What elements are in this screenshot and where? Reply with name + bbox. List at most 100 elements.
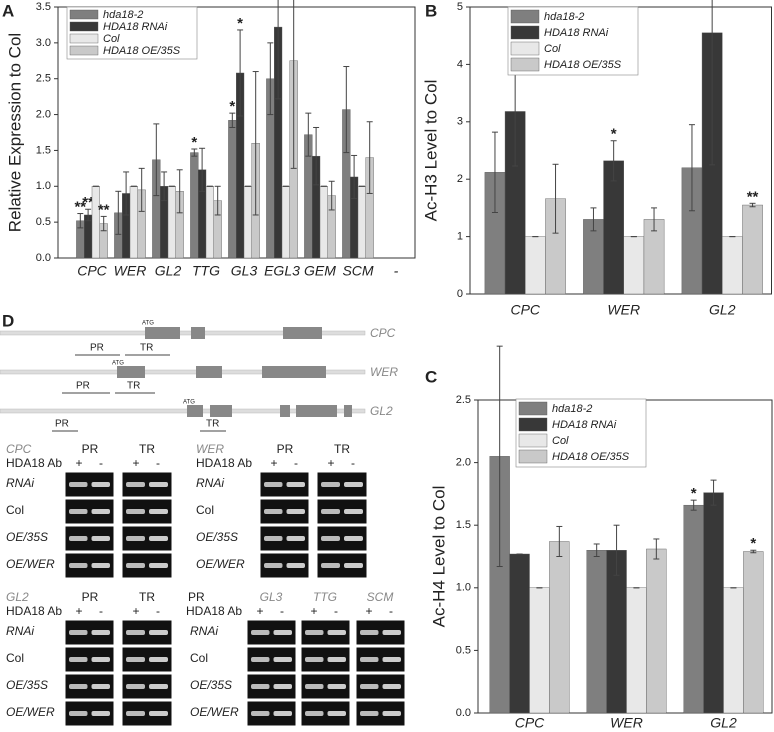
region: PR	[82, 442, 99, 456]
gel-band	[327, 711, 346, 716]
gel-band	[69, 630, 88, 635]
legend-label: hda18-2	[552, 403, 592, 415]
gel-band	[69, 657, 88, 662]
y-axis-label: Ac-H3 Level to Col	[421, 80, 440, 222]
gel-band	[344, 482, 363, 487]
significance: *	[229, 98, 235, 115]
x-tick-label: TTG	[192, 263, 220, 279]
gel-band	[344, 509, 363, 514]
antibody: HDA18 Ab	[6, 604, 62, 618]
gel-band	[327, 630, 346, 635]
region: TR	[139, 442, 155, 456]
y-tick-label: 5	[457, 1, 463, 13]
x-tick-label: EGL3	[264, 263, 300, 279]
legend-swatch	[69, 21, 99, 32]
bar	[190, 152, 199, 259]
row-label: OE/WER	[6, 557, 55, 571]
y-tick-label: 2.5	[36, 73, 51, 85]
gel-band	[69, 563, 88, 568]
gel-band	[273, 711, 292, 716]
significance: *	[611, 126, 617, 143]
row-label: OE/WER	[190, 705, 239, 719]
gel-band	[264, 482, 283, 487]
bar	[357, 186, 366, 259]
bar	[529, 587, 550, 714]
gel-band	[69, 482, 88, 487]
gel-band	[69, 711, 88, 716]
gel-band	[91, 711, 110, 716]
row-label: Col	[6, 651, 24, 665]
y-tick-label: 1.0	[36, 180, 51, 192]
sign: -	[99, 604, 103, 618]
sign: -	[351, 456, 355, 470]
y-axis-label: Ac-H4 Level to Col	[429, 486, 448, 628]
gene-name: GL3	[260, 590, 283, 604]
bar	[228, 120, 237, 259]
gel-band	[286, 563, 305, 568]
gel-band	[91, 563, 110, 568]
legend-label: hda18-2	[103, 9, 143, 21]
bar	[91, 186, 100, 259]
gel-band	[321, 536, 340, 541]
gel-band	[382, 630, 401, 635]
y-tick-label: 3	[457, 116, 463, 128]
gel-band	[273, 630, 292, 635]
region: PR	[55, 419, 69, 430]
y-tick-label: 1.5	[456, 519, 471, 531]
panel-label: B	[425, 1, 437, 20]
legend-label: Col	[544, 43, 561, 55]
gel-band	[126, 509, 145, 514]
sign: -	[334, 604, 338, 618]
gene-name: SCM	[367, 590, 394, 604]
gel-band	[251, 630, 270, 635]
gel-band	[360, 684, 379, 689]
y-tick-label: 4	[457, 58, 463, 70]
significance: *	[191, 134, 197, 151]
gel-band	[251, 684, 270, 689]
legend-label: HDA18 RNAi	[552, 419, 617, 431]
legend-swatch	[518, 449, 548, 464]
x-tick-label: -	[394, 263, 399, 279]
x-tick-label: CPC	[77, 263, 107, 279]
atg: ATG	[142, 321, 154, 327]
sign: +	[256, 604, 263, 618]
y-tick-label: 0.0	[36, 252, 51, 264]
bar	[586, 550, 607, 714]
significance: **	[98, 201, 110, 218]
region: TR	[206, 419, 219, 430]
bar	[723, 587, 744, 714]
panel-label: A	[2, 1, 14, 20]
bar	[549, 541, 570, 714]
gene-name: CPC	[370, 326, 396, 340]
gel-band	[69, 509, 88, 514]
x-tick-label: GL3	[231, 263, 258, 279]
x-tick-label: GEM	[304, 263, 336, 279]
x-tick-label: SCM	[342, 263, 373, 279]
sign: +	[365, 604, 372, 618]
y-tick-label: 3.0	[36, 37, 51, 49]
gel-band	[69, 536, 88, 541]
bar	[509, 553, 530, 714]
gel-band	[91, 630, 110, 635]
legend-label: HDA18 RNAi	[544, 27, 609, 39]
gene-name: WER	[196, 442, 224, 456]
gel-band	[149, 684, 168, 689]
gel-band	[126, 711, 145, 716]
significance: **	[82, 194, 94, 211]
gel-band	[305, 684, 324, 689]
gel-band	[382, 657, 401, 662]
sign: +	[75, 604, 82, 618]
gel-band	[273, 657, 292, 662]
row-label: OE/35S	[6, 530, 48, 544]
bar	[683, 504, 704, 714]
gel-band	[264, 509, 283, 514]
gene-name: GL2	[370, 404, 393, 418]
gel-band	[382, 711, 401, 716]
gel-band	[360, 657, 379, 662]
gel-panel: D ATG CPC PR TR ATG WER PR TR ATG GL2 PR…	[0, 311, 398, 432]
panel-label: D	[2, 311, 14, 330]
gel-band	[273, 684, 292, 689]
row-label: RNAi	[196, 476, 224, 490]
bar	[525, 236, 546, 295]
